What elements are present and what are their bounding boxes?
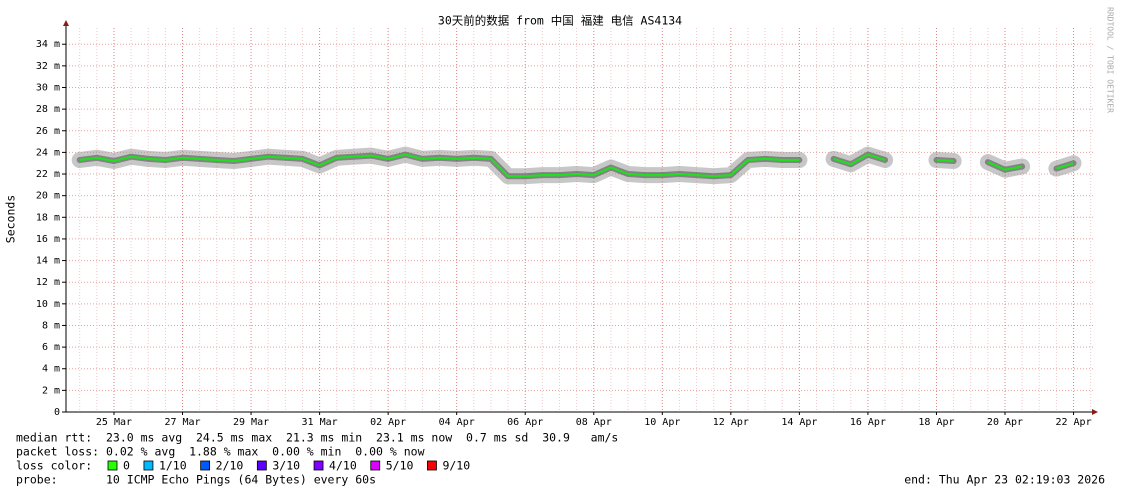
- median-line: [936, 158, 954, 163]
- x-tick-label: 10 Apr: [644, 417, 680, 428]
- legend-label: 9/10: [442, 459, 470, 473]
- y-tick-label: 32 m: [36, 61, 60, 72]
- x-tick-label: 06 Apr: [507, 417, 543, 428]
- legend-swatch: [107, 460, 118, 471]
- y-tick-label: 18 m: [36, 212, 60, 223]
- loss-color-label: loss color:: [16, 459, 92, 473]
- x-tick-label: 31 Mar: [302, 417, 338, 428]
- y-tick-label: 2 m: [42, 385, 60, 396]
- y-tick-label: 4 m: [42, 364, 60, 375]
- y-axis-arrow: [63, 20, 69, 26]
- legend-swatch: [143, 460, 154, 471]
- x-tick-label: 29 Mar: [233, 417, 269, 428]
- x-tick-label: 12 Apr: [713, 417, 749, 428]
- median-line: [1056, 162, 1074, 170]
- watermark: RRDTOOL / TOBI OETIKER: [1106, 7, 1115, 113]
- legend-swatch: [313, 460, 324, 471]
- legend-swatch: [427, 460, 437, 471]
- y-tick-label: 8 m: [42, 320, 60, 331]
- median-line: [987, 161, 1023, 171]
- legend-swatch: [370, 460, 381, 471]
- y-tick-label: 26 m: [36, 126, 60, 137]
- legend-label: 0: [123, 459, 130, 473]
- x-tick-label: 14 Apr: [781, 417, 817, 428]
- y-tick-label: 20 m: [36, 191, 60, 202]
- x-tick-label: 02 Apr: [370, 417, 406, 428]
- legend-swatch: [256, 460, 267, 471]
- y-tick-label: 34 m: [36, 39, 60, 50]
- x-tick-label: 22 Apr: [1055, 417, 1091, 428]
- y-tick-label: 24 m: [36, 147, 60, 158]
- legend-label: 5/10: [386, 459, 414, 473]
- y-tick-label: 12 m: [36, 277, 60, 288]
- chart-title: 30天前的数据 from 中国 福建 电信 AS4134: [438, 14, 682, 28]
- plot: [71, 146, 1082, 185]
- x-tick-label: 08 Apr: [576, 417, 612, 428]
- y-tick-label: 22 m: [36, 169, 60, 180]
- grid: 0 2 m 4 m 6 m 8 m 10 m 12 m 14 m 16 m 18 m 20 m 22 …: [36, 28, 1093, 428]
- y-tick-label: 10 m: [36, 299, 60, 310]
- x-tick-label: 16 Apr: [850, 417, 886, 428]
- y-tick-label: 6 m: [42, 342, 60, 353]
- x-tick-label: 25 Mar: [96, 417, 132, 428]
- legend-swatch: [200, 460, 211, 471]
- y-axis-label: Seconds: [4, 195, 18, 243]
- median-line: [833, 153, 886, 166]
- y-tick-label: 28 m: [36, 104, 60, 115]
- probe: probe: 10 ICMP Echo Pings (64 Bytes) eve…: [16, 473, 376, 487]
- x-tick-label: 20 Apr: [987, 417, 1023, 428]
- legend-label: 2/10: [216, 459, 244, 473]
- loss-legend: 0 1/10 2/10 3/10 4/10 5/10 9/10: [107, 459, 470, 473]
- median-line: [79, 153, 800, 178]
- x-tick-label: 27 Mar: [164, 417, 200, 428]
- packet-loss: packet loss: 0.02 % avg 1.88 % max 0.00 …: [16, 445, 425, 459]
- y-tick-label: 30 m: [36, 82, 60, 93]
- x-tick-label: 04 Apr: [439, 417, 475, 428]
- y-tick-label: 14 m: [36, 256, 60, 267]
- x-axis-arrow: [1092, 409, 1098, 415]
- legend-label: 1/10: [159, 459, 187, 473]
- median-rtt: median rtt: 23.0 ms avg 24.5 ms max 21.3…: [16, 431, 618, 445]
- y-tick-label: 0: [54, 407, 60, 418]
- end-time: end: Thu Apr 23 02:19:03 2026: [904, 473, 1105, 487]
- legend-label: 4/10: [329, 459, 357, 473]
- legend-label: 3/10: [272, 459, 300, 473]
- x-tick-label: 18 Apr: [918, 417, 954, 428]
- y-tick-label: 16 m: [36, 234, 60, 245]
